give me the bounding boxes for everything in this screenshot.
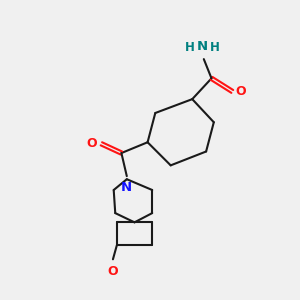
Text: N: N	[121, 181, 132, 194]
Text: H: H	[210, 41, 220, 54]
Text: H: H	[185, 41, 195, 54]
Text: O: O	[87, 137, 98, 150]
Text: O: O	[236, 85, 246, 98]
Text: N: N	[197, 40, 208, 53]
Text: O: O	[108, 266, 118, 278]
